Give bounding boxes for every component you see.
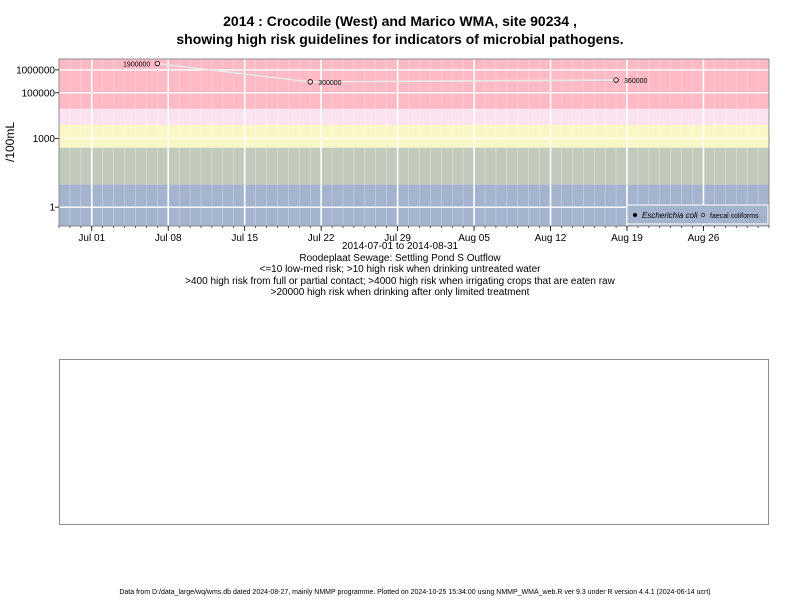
- x-tick-label: Aug 26: [688, 233, 720, 244]
- footer-note: Data from D:/data_large/wq/wms.db dated …: [119, 589, 711, 596]
- x-tick-label: Aug 05: [458, 233, 490, 244]
- data-label: 1900000: [123, 62, 150, 69]
- x-tick-label: Jul 08: [155, 233, 182, 244]
- risk-bands: [59, 59, 769, 226]
- legend-box: [626, 204, 769, 225]
- legend-marker-faecal: [700, 212, 706, 218]
- legend-marker-ecoli: [632, 212, 638, 218]
- data-point: [613, 77, 619, 83]
- empty-plot-panel: [59, 359, 769, 525]
- data-label: 360000: [624, 78, 647, 85]
- data-label: 300000: [318, 80, 341, 87]
- y-tick-label: 100000: [22, 88, 56, 99]
- date-range-label: 2014-07-01 to 2014-08-31: [341, 241, 459, 252]
- data-point: [154, 60, 161, 67]
- y-tick-label: 1: [49, 203, 55, 214]
- plot-frame: [58, 58, 770, 227]
- guideline-3: >20000 high risk when drinking after onl…: [270, 287, 530, 298]
- risk-band-3: [59, 108, 769, 125]
- risk-band-2: [59, 124, 769, 148]
- legend-label-ecoli: Escherichia coli: [642, 211, 698, 220]
- y-axis: 1 1000 100000 1000000: [16, 65, 59, 214]
- legend: Escherichia coli faecal coliforms: [626, 204, 769, 225]
- guideline-1: <=10 low-med risk; >10 high risk when dr…: [259, 264, 541, 275]
- series-line: [157, 62, 617, 83]
- x-tick-label: Jul 22: [308, 233, 335, 244]
- x-axis: Jul 01 Jul 08 Jul 15 Jul 22 Jul 29 Aug 05 Aug …: [58, 226, 770, 244]
- guideline-2: >400 high risk from full or partial cont…: [185, 276, 615, 287]
- chart-subtitle: showing high risk guidelines for indicat…: [176, 31, 624, 47]
- x-tick-label: Jul 15: [231, 233, 258, 244]
- y-tick-label: 1000000: [16, 65, 55, 76]
- risk-band-4: [59, 59, 769, 109]
- data-series: 1900000 300000 360000: [123, 60, 648, 87]
- chart-title: 2014 : Crocodile (West) and Marico WMA, …: [223, 13, 577, 29]
- risk-band-1: [59, 147, 769, 185]
- legend-label-faecal: faecal coliforms: [710, 213, 759, 220]
- x-tick-label: Jul 29: [384, 233, 411, 244]
- grid-lines: [58, 59, 770, 226]
- x-tick-label: Aug 12: [535, 233, 567, 244]
- x-tick-label: Jul 01: [78, 233, 105, 244]
- y-axis-label: /100mL: [3, 122, 17, 162]
- data-point: [307, 79, 313, 85]
- y-tick-label: 1000: [33, 134, 56, 145]
- site-label: Roodeplaat Sewage: Settling Pond S Outfl…: [299, 253, 501, 264]
- x-tick-label: Aug 19: [611, 233, 643, 244]
